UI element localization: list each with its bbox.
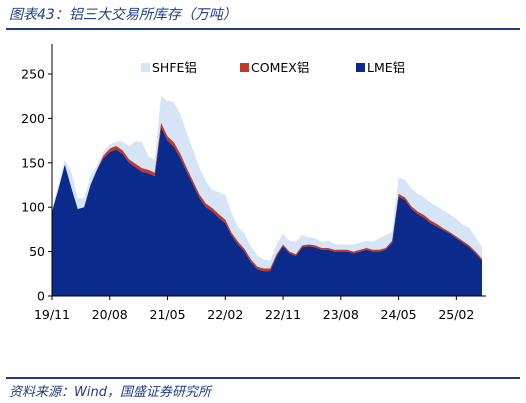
y-tick-label: 100: [21, 200, 45, 215]
legend-swatch-lme: [356, 63, 365, 72]
figure-title: 图表43：铝三大交易所库存（万吨）: [9, 7, 237, 23]
y-axis: 0 50 100 150 200 250: [21, 44, 53, 304]
x-tick-label: 19/11: [34, 307, 70, 322]
legend-label-comex: COMEX铝: [251, 60, 309, 75]
legend-swatch-comex: [240, 63, 249, 72]
y-tick-label: 0: [37, 289, 45, 304]
source-note: 资料来源：Wind，国盛证券研究所: [9, 385, 211, 400]
x-tick-label: 21/05: [150, 307, 186, 322]
x-tick-label: 24/05: [381, 307, 417, 322]
y-tick-label: 200: [21, 111, 45, 126]
x-tick-label: 25/02: [438, 307, 474, 322]
legend: SHFE铝 COMEX铝 LME铝: [141, 60, 405, 75]
x-tick-label: 20/08: [92, 307, 128, 322]
legend-swatch-shfe: [141, 63, 150, 72]
legend-label-lme: LME铝: [367, 60, 405, 75]
top-rule: [6, 28, 520, 30]
bottom-rule: [6, 377, 520, 379]
y-tick-label: 50: [29, 244, 45, 259]
y-tick-label: 250: [21, 67, 45, 82]
x-tick-label: 22/02: [207, 307, 243, 322]
x-tick-label: 23/08: [323, 307, 359, 322]
x-axis: 19/11 20/08 21/05 22/02 22/11 23/08 24/05 25/02: [34, 295, 486, 322]
legend-label-shfe: SHFE铝: [152, 60, 197, 75]
series-areas: [52, 96, 482, 296]
y-tick-label: 150: [21, 155, 45, 170]
x-tick-label: 22/11: [265, 307, 301, 322]
area-lme: [52, 127, 482, 296]
